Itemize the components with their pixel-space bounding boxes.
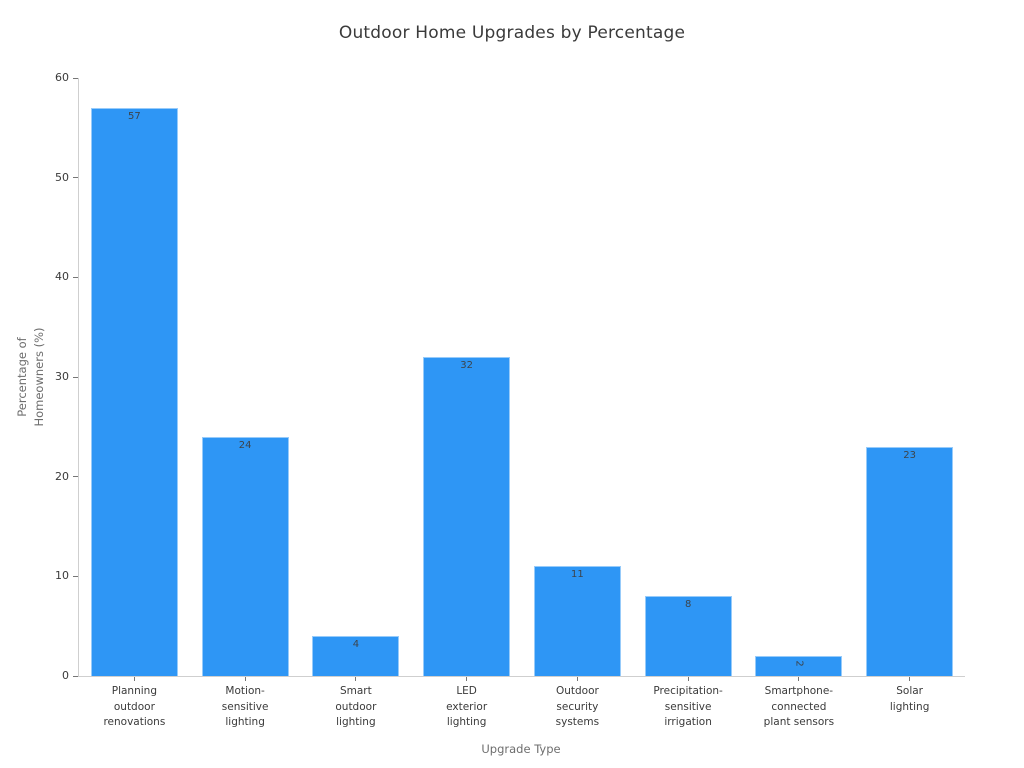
x-tick-mark [133,677,135,681]
x-category-label-line: sensitive [664,700,712,713]
x-category-label-line: lighting [889,700,930,713]
y-tick-label: 0 [62,669,69,682]
x-category-label: Planning outdoor renovations [71,684,198,731]
bar-value-label: 57 [128,110,141,122]
y-tick-mark [73,276,78,278]
x-category-label-line: irrigation [664,716,712,728]
x-category-label-line: systems [555,716,600,728]
bar: 11 [533,566,621,676]
x-category-label-line: exterior [446,700,488,713]
bar: 8 [644,596,732,676]
x-category-label-line: lighting [446,716,487,728]
bar-slot: 2 [744,78,855,676]
y-tick-label: 40 [55,270,69,284]
x-tick-mark [909,677,911,681]
y-tick-mark [73,575,78,577]
x-tick-mark [798,677,800,681]
bar-value-label: 11 [571,569,584,581]
x-category-label-line: Smart [339,685,372,697]
x-tick-mark [244,677,246,681]
bar-slot: 8 [633,78,744,676]
x-category-label-line: LED [456,685,477,697]
y-tick-label: 50 [55,170,69,184]
bar-slot: 4 [301,78,412,676]
x-tick-mark [466,677,468,681]
bar-slot: 24 [190,78,301,676]
bar-slot: 32 [411,78,522,676]
plot-area: 0 10 20 30 40 50 60 57 Planning outdoor renovation… [55,71,965,728]
bar-value-label: 24 [238,439,252,451]
x-tick-mark [355,677,357,681]
x-category-label-line: outdoor [113,700,155,713]
y-tick-label: 60 [55,71,69,84]
x-category-label: Smart outdoor lighting [293,684,420,731]
x-category-label: Precipitation-sensitive irrigation [625,684,752,731]
bar: 32 [423,357,511,676]
x-category-label-line: Outdoor [555,685,599,697]
x-category-label-line: outdoor [335,700,377,713]
chart-title: Outdoor Home Upgrades by Percentage [338,23,686,43]
bar-value-label: 8 [684,599,692,611]
x-category-label-line: lighting [225,716,265,728]
bar: 2 [755,656,843,676]
x-category-label: Solar lighting [846,684,973,715]
x-category-label: Outdoor security systems [514,684,641,731]
bar-value-label: 23 [903,449,916,461]
x-tick-mark [576,677,578,681]
x-category-label: Smartphone-connected plant sensors [736,684,863,731]
bar-value-label: 4 [352,639,360,651]
x-category-label-line: Planning [111,685,157,697]
y-tick-mark [73,476,78,478]
bar-value-label: 2 [793,660,805,667]
bar: 24 [201,436,289,676]
bar-slot: 23 [854,78,965,676]
y-tick-mark [73,177,78,179]
x-category-label-line: Solar [896,685,923,697]
x-category-label-line: security [556,700,599,713]
x-category-label-line: lighting [336,716,376,728]
x-category-label-line: Precipitation- [653,685,723,697]
bar-slot: 57 [79,78,190,676]
x-category-label-line: connected [771,700,827,713]
bar: 57 [90,107,178,676]
x-category-label-line: plant sensors [763,716,835,728]
y-tick-label: 20 [55,469,69,483]
x-category-label-line: sensitive [221,700,269,713]
y-tick-label: 30 [55,370,69,383]
x-tick-mark [687,677,689,681]
bar: 23 [866,446,954,676]
y-tick-label: 10 [55,569,69,583]
y-tick-mark [73,675,78,677]
y-tick-mark [73,376,78,378]
x-category-label: LED exterior lighting [403,684,530,731]
x-category-label-line: Motion- [225,685,265,697]
x-category-label: Motion-sensitive lighting [182,684,309,731]
x-category-label-line: Smartphone- [764,685,834,697]
bar-value-label: 32 [460,360,473,372]
bar-slot: 11 [522,78,633,676]
x-axis-label: Upgrade Type [481,742,561,756]
bar: 4 [312,636,400,676]
y-tick-mark [73,77,78,79]
x-category-label-line: renovations [103,716,166,728]
